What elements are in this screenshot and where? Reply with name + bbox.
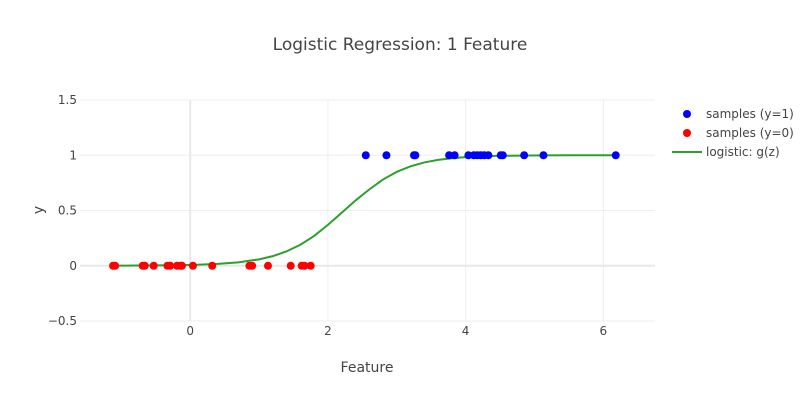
y-tick-label: 0.5 <box>58 204 77 218</box>
series-layer <box>109 151 620 270</box>
sample-point-y1[interactable] <box>411 151 420 160</box>
legend-samples-y0-marker <box>683 129 691 137</box>
legend-samples-y1-marker <box>683 110 691 118</box>
sample-point-y0[interactable] <box>111 261 120 270</box>
x-tick-label: 6 <box>600 324 608 338</box>
axis-layer: −0.5 0 0.5 1 1.5 0 2 4 6 <box>48 93 607 338</box>
sample-point-y0[interactable] <box>286 261 295 270</box>
legend-samples-y0-label: samples (y=0) <box>706 126 794 140</box>
legend[interactable]: samples (y=1) samples (y=0) logistic: g(z) <box>672 107 794 159</box>
sample-point-y1[interactable] <box>361 151 370 160</box>
grid-layer <box>80 99 655 322</box>
sample-point-y0[interactable] <box>166 261 175 270</box>
chart-title: Logistic Regression: 1 Feature <box>273 35 528 55</box>
y-tick-label: 1.5 <box>58 93 77 107</box>
sample-point-y0[interactable] <box>263 261 272 270</box>
legend-logistic-label: logistic: g(z) <box>706 145 780 159</box>
x-tick-label: 0 <box>186 324 194 338</box>
sample-point-y0[interactable] <box>177 261 186 270</box>
y-tick-label: 0 <box>69 259 77 273</box>
sample-point-y1[interactable] <box>450 151 459 160</box>
sample-point-y1[interactable] <box>484 151 493 160</box>
y-tick-label: 1 <box>69 148 77 162</box>
sample-point-y1[interactable] <box>464 151 473 160</box>
sample-point-y0[interactable] <box>208 261 217 270</box>
sample-point-y1[interactable] <box>382 151 391 160</box>
sample-point-y0[interactable] <box>300 261 309 270</box>
x-axis-title: Feature <box>341 360 394 376</box>
y-tick-label: −0.5 <box>48 314 77 328</box>
sample-point-y1[interactable] <box>520 151 529 160</box>
sample-point-y0[interactable] <box>149 261 158 270</box>
sample-point-y1[interactable] <box>498 151 507 160</box>
y-axis-title: y <box>31 206 47 214</box>
x-tick-label: 2 <box>324 324 332 338</box>
sample-point-y1[interactable] <box>611 151 620 160</box>
sample-point-y0[interactable] <box>248 261 257 270</box>
x-tick-label: 4 <box>462 324 470 338</box>
sample-point-y0[interactable] <box>188 261 197 270</box>
sample-point-y0[interactable] <box>306 261 315 270</box>
sample-point-y0[interactable] <box>140 261 149 270</box>
sample-point-y1[interactable] <box>539 151 548 160</box>
sample-point-y1[interactable] <box>445 151 454 160</box>
legend-samples-y1-label: samples (y=1) <box>706 107 794 121</box>
